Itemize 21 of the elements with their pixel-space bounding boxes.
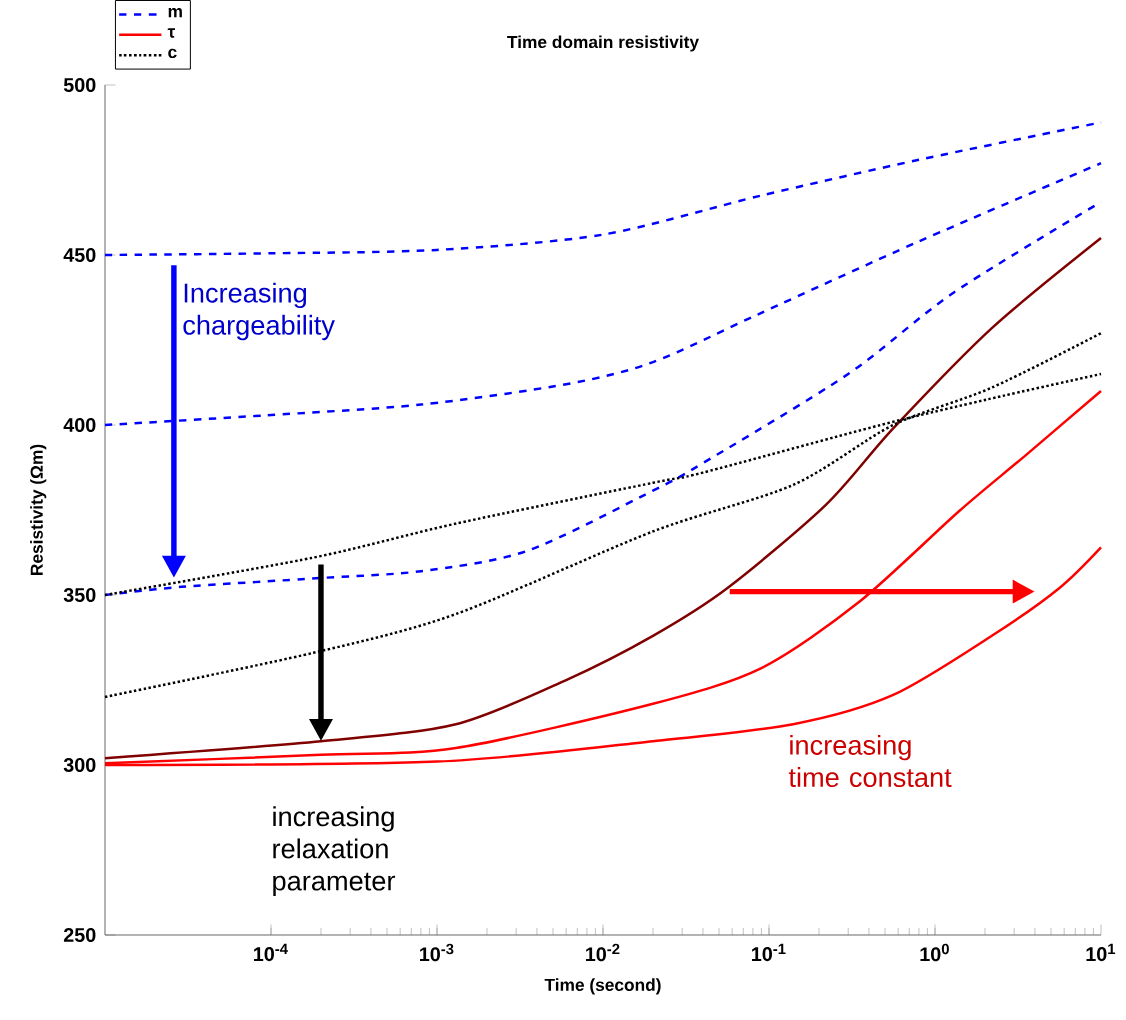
y-tick-label: 350 <box>63 587 96 603</box>
y-tick-label: 500 <box>63 78 96 93</box>
x-tick-label: 10$^{-3}$ <box>420 943 454 962</box>
x-tick-label: 10$^{1}$ <box>1086 943 1116 962</box>
y-tick-label: 400 <box>63 418 96 433</box>
annotation: increasing relaxation parameter <box>273 806 396 896</box>
chart-title: Time domain resistivity <box>507 35 699 52</box>
y-tick-label: 300 <box>63 757 96 773</box>
x-axis-title: Time (second) <box>544 978 661 995</box>
y-axis-title: Resistivity (Ωm) <box>30 444 47 575</box>
x-tick-label: 10$^{-4}$ <box>254 943 288 962</box>
y-tick-label: 250 <box>63 928 96 943</box>
y-tick-label: 450 <box>63 248 96 263</box>
annotation: increasing time constant <box>788 734 952 788</box>
x-tick-label: 10$^{-1}$ <box>752 943 786 962</box>
legend-label: τ <box>167 28 176 38</box>
legend-label: c <box>168 48 177 59</box>
x-tick-label: 10$^{-2}$ <box>586 943 620 962</box>
legend-label: m <box>168 7 182 18</box>
annotation: Increasing chargeability <box>183 282 335 341</box>
x-tick-label: 10$^{0}$ <box>920 943 949 962</box>
